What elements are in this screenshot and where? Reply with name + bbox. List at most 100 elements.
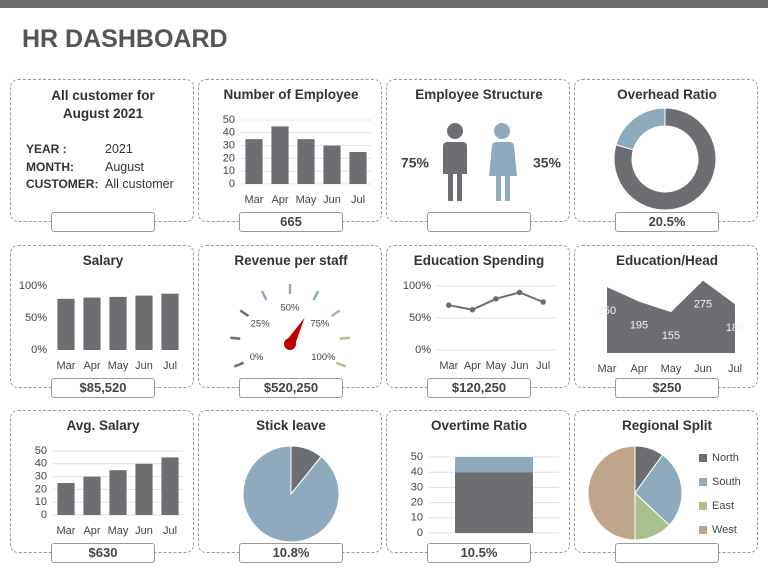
line-marker — [469, 306, 476, 313]
y-tick-label: 10 — [35, 496, 47, 508]
chart: 250 195 155 275 185 Mar Apr May Jun Jul — [598, 280, 744, 375]
legend-label: East — [712, 500, 734, 512]
x-tick-label: Jul — [351, 194, 365, 206]
x-tick-label: Jun — [135, 525, 153, 537]
icon-body — [489, 142, 517, 201]
chart — [613, 108, 717, 211]
line-marker — [516, 289, 523, 296]
y-tick-label: 50 — [223, 114, 235, 126]
bar — [57, 483, 75, 515]
y-tick-label: 30 — [223, 140, 235, 152]
person-icon — [443, 123, 467, 201]
chart: 75% 35% — [401, 123, 562, 201]
info-value: All customer — [105, 177, 174, 191]
legend-swatch — [699, 454, 707, 462]
card: Overhead Ratio 20.5% — [574, 79, 758, 232]
y-tick-label: 100% — [19, 280, 47, 292]
gauge-minor-tick — [230, 336, 241, 341]
info-value: 2021 — [105, 142, 133, 156]
legend-swatch — [699, 526, 707, 534]
x-tick-label: May — [296, 194, 317, 206]
card-title: Education Spending — [413, 253, 545, 268]
footer-value: 665 — [239, 212, 343, 232]
card-title: Salary — [82, 253, 124, 268]
icon-body — [443, 142, 467, 201]
x-tick-label: May — [661, 363, 682, 375]
footer-value: $85,520 — [51, 378, 155, 398]
bar — [83, 476, 101, 515]
bar — [135, 295, 153, 350]
gauge-tick — [239, 309, 250, 318]
gauge-label: 0% — [250, 352, 264, 363]
gauge-hub — [284, 338, 296, 350]
pie-slice — [242, 445, 340, 543]
gauge-label: 25% — [251, 318, 271, 329]
legend-label: North — [712, 452, 739, 464]
x-tick-label: Apr — [83, 525, 100, 537]
x-tick-label: Apr — [271, 194, 288, 206]
card: Education Spending 0% 50% 100% Mar Apr May Jun J… — [386, 245, 570, 398]
card-title: Overtime Ratio — [430, 418, 528, 433]
x-tick-label: May — [108, 360, 129, 372]
footer-value — [51, 212, 155, 232]
card-title: Stick leave — [256, 418, 326, 433]
bar — [135, 463, 153, 515]
pie-slice — [615, 108, 666, 151]
x-tick-label: May — [486, 360, 507, 372]
footer-value: 10.8% — [239, 543, 343, 563]
info-value: August — [105, 159, 144, 174]
y-tick-label: 50% — [25, 312, 47, 324]
gauge-label: 100% — [311, 352, 336, 363]
chart: 0% 25% 50% 75% 100% — [230, 284, 350, 368]
area — [607, 280, 735, 353]
footer-value: $120,250 — [427, 378, 531, 398]
y-tick-label: 50 — [411, 451, 423, 463]
bar-segment — [455, 457, 533, 473]
chart: 0% 50% 100% Mar Apr May Jun Jul — [19, 280, 179, 372]
bar — [271, 126, 289, 184]
card: Salary 0% 50% 100% Mar Apr May Jun Jul $85,520 — [10, 245, 194, 398]
info-label: MONTH: — [26, 159, 74, 174]
y-tick-label: 30 — [411, 481, 423, 493]
x-tick-label: May — [108, 525, 129, 537]
y-tick-label: 20 — [35, 483, 47, 495]
bar — [297, 139, 315, 184]
x-tick-label: Apr — [464, 360, 481, 372]
y-tick-label: 0 — [41, 509, 47, 521]
footer-value: 10.5% — [427, 543, 531, 563]
x-tick-label: Jul — [163, 360, 177, 372]
y-tick-label: 0% — [31, 344, 47, 356]
data-label: 275 — [694, 298, 712, 310]
x-tick-label: Jun — [135, 360, 153, 372]
data-label: 155 — [662, 330, 680, 342]
legend-label: South — [712, 476, 741, 488]
y-tick-label: 50 — [35, 445, 47, 457]
data-label: 250 — [598, 305, 616, 317]
card-title: Number of Employee — [223, 87, 359, 102]
y-tick-label: 20 — [411, 497, 423, 509]
pie-slice — [613, 108, 717, 211]
chart — [242, 445, 340, 543]
footer-value: $250 — [615, 378, 719, 398]
bar — [245, 139, 263, 184]
x-tick-label: Jul — [536, 360, 550, 372]
gauge-tick — [330, 309, 341, 318]
bar — [161, 457, 179, 515]
pie-slice — [634, 454, 683, 526]
bar — [109, 470, 127, 515]
icon-head — [447, 123, 463, 139]
line-marker — [493, 296, 499, 302]
bar — [57, 298, 75, 350]
x-tick-label: Mar — [439, 360, 458, 372]
y-tick-label: 20 — [223, 152, 235, 164]
y-tick-label: 40 — [223, 127, 235, 139]
card-title: All customer for August 2021 — [51, 88, 155, 121]
gauge-minor-tick — [260, 290, 268, 301]
y-tick-label: 0% — [415, 344, 431, 356]
x-tick-label: Apr — [83, 360, 100, 372]
value-label: 35% — [533, 155, 562, 171]
gauge-label: 75% — [310, 318, 330, 329]
bar — [83, 297, 101, 350]
